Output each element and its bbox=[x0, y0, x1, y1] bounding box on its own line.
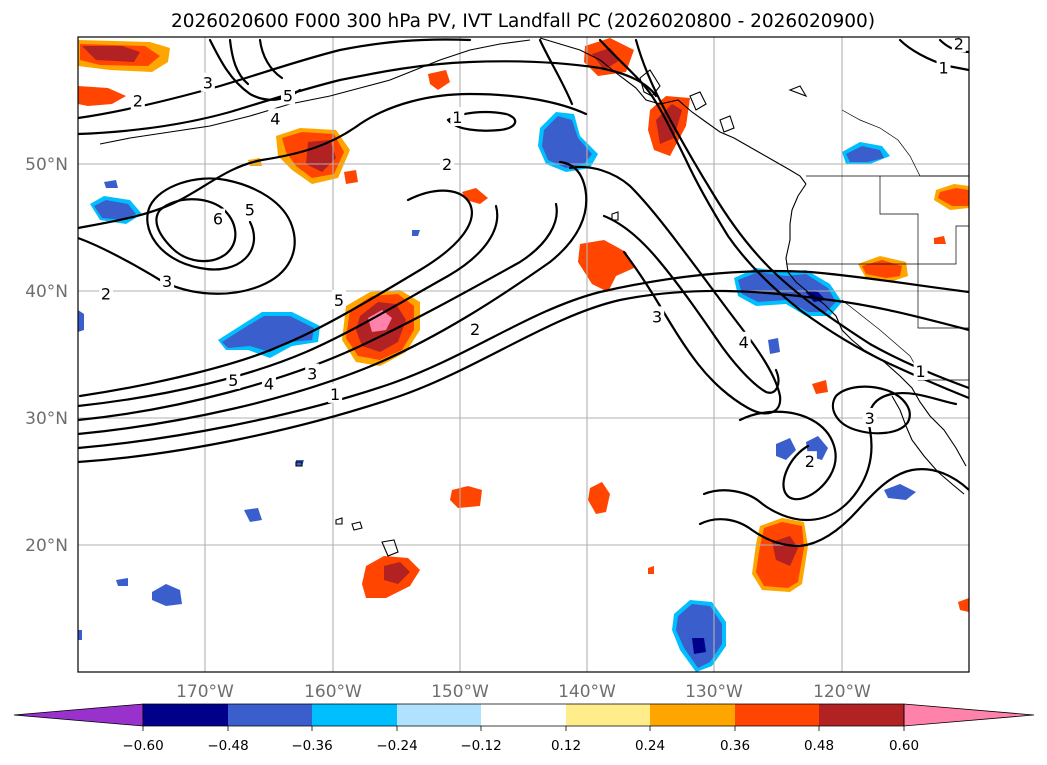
pv-contour-label-bg bbox=[305, 363, 320, 383]
pv-contour-label-bg bbox=[951, 37, 966, 53]
colorbar-segment-8 bbox=[735, 704, 819, 726]
pv-contour-label: 5 bbox=[334, 291, 344, 310]
colorbar-tick-label: 0.12 bbox=[551, 738, 581, 754]
colorbar-tick-label: −0.48 bbox=[207, 738, 248, 754]
pv-contour-label-bg bbox=[936, 57, 951, 77]
pv-contour-label-bg bbox=[200, 72, 215, 92]
lat-label-20: 20°N bbox=[25, 536, 68, 556]
pv-contour-label-bg bbox=[226, 369, 241, 389]
pv-contour-label-bg bbox=[468, 319, 483, 339]
pv-contour-label-bg bbox=[242, 199, 257, 219]
colorbar-segment-7 bbox=[650, 704, 735, 726]
pv-contour-label-bg bbox=[440, 154, 455, 173]
pv-contour-label: 2 bbox=[805, 452, 815, 471]
colorbar: −0.60 −0.48 −0.36 −0.24 −0.12 0.12 0.24 … bbox=[13, 703, 1035, 754]
pv-contour-label: 2 bbox=[470, 320, 480, 339]
pv-contour-label: 3 bbox=[162, 272, 172, 291]
pv-contour-label: 3 bbox=[865, 409, 875, 428]
pv-contour-label-bg bbox=[211, 208, 226, 228]
pv-contour-label-bg bbox=[160, 270, 175, 290]
pv-contour-label: 1 bbox=[938, 58, 948, 77]
pv-contour-label: 4 bbox=[264, 375, 274, 394]
latitude-labels: 20°N 30°N 40°N 50°N bbox=[25, 155, 68, 556]
ivt-negative-anomalies bbox=[78, 112, 916, 672]
pv-contour-label: 4 bbox=[739, 333, 749, 352]
pv-contour-label: 1 bbox=[916, 362, 926, 381]
colorbar-tick-label: 0.24 bbox=[635, 738, 665, 754]
colorbar-tick-label: −0.60 bbox=[122, 738, 163, 754]
lon-label-160w: 160°W bbox=[304, 682, 362, 702]
colorbar-segment-2 bbox=[228, 704, 312, 726]
lon-label-170w: 170°W bbox=[176, 682, 234, 702]
pv-contour-label: 1 bbox=[330, 385, 340, 404]
pv-contour-label: 5 bbox=[245, 201, 255, 220]
figure-title: 2026020600 F000 300 hPa PV, IVT Landfall… bbox=[171, 11, 875, 32]
pv-contour-label: 4 bbox=[270, 109, 280, 128]
pv-contour-label-bg bbox=[650, 306, 665, 326]
pv-contour-label-bg bbox=[736, 331, 751, 351]
colorbar-segment-9 bbox=[819, 704, 904, 726]
pv-contour-label-bg bbox=[99, 283, 114, 303]
pv-contour-label-bg bbox=[268, 108, 283, 128]
pv-contour-label-bg bbox=[331, 289, 346, 309]
pv-contour-label: 1 bbox=[452, 108, 462, 127]
colorbar-segment-1 bbox=[143, 704, 228, 726]
pv-contour-label: 5 bbox=[283, 86, 293, 105]
colorbar-segment-5 bbox=[481, 704, 566, 726]
pv-contour-label: 3 bbox=[307, 365, 317, 384]
pv-contour-label-bg bbox=[802, 451, 817, 471]
pv-contour-label-bg bbox=[913, 361, 928, 381]
pv-contour-label: 2 bbox=[442, 155, 452, 174]
lon-label-140w: 140°W bbox=[558, 682, 616, 702]
colorbar-segment-6 bbox=[566, 704, 650, 726]
lat-label-50: 50°N bbox=[25, 155, 68, 175]
pv-contour-label-bg bbox=[261, 373, 276, 393]
colorbar-extend-high bbox=[903, 703, 1035, 727]
longitude-labels: 170°W 160°W 150°W 140°W 130°W 120°W bbox=[176, 682, 871, 702]
lon-label-150w: 150°W bbox=[431, 682, 489, 702]
pv-contour-label: 3 bbox=[203, 74, 213, 93]
colorbar-tick-label: 0.60 bbox=[889, 738, 919, 754]
colorbar-tick-label: −0.36 bbox=[291, 738, 332, 754]
colorbar-segment-4 bbox=[397, 704, 481, 726]
pv-contour-label-bg bbox=[281, 85, 296, 105]
lat-label-40: 40°N bbox=[25, 282, 68, 302]
colorbar-tick-label: 0.48 bbox=[804, 738, 834, 754]
lon-label-120w: 120°W bbox=[813, 682, 871, 702]
pv-contour-label: 6 bbox=[213, 210, 223, 229]
pv-contour-label: 3 bbox=[652, 307, 662, 326]
colorbar-tick-label: 0.36 bbox=[720, 738, 750, 754]
pv-contour-label-bg bbox=[862, 408, 877, 427]
colorbar-extend-low bbox=[13, 703, 144, 727]
colorbar-tick-label: −0.24 bbox=[376, 738, 417, 754]
pv-contours bbox=[78, 38, 969, 548]
pv-contour-label-bg bbox=[130, 90, 145, 110]
colorbar-segment-3 bbox=[312, 704, 397, 726]
pv-contour-label: 2 bbox=[133, 92, 143, 111]
pv-contour-label: 2 bbox=[954, 34, 964, 53]
pv-contour-label: 5 bbox=[228, 371, 238, 390]
lon-label-130w: 130°W bbox=[685, 682, 743, 702]
map-frame bbox=[77, 36, 970, 673]
colorbar-tick-label: −0.12 bbox=[460, 738, 501, 754]
pv-contour-label-bg bbox=[450, 107, 465, 127]
pv-contour-label-bg bbox=[328, 383, 343, 403]
lat-label-30: 30°N bbox=[25, 409, 68, 429]
pv-contour-label: 2 bbox=[101, 285, 111, 304]
